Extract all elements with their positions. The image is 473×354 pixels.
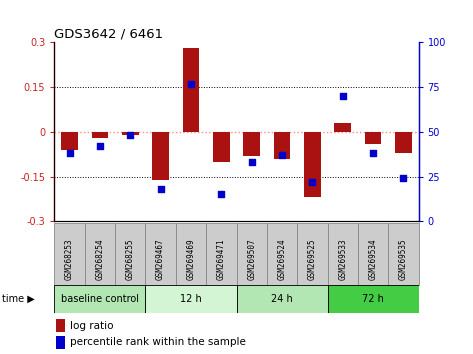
Bar bbox=[122, 132, 139, 135]
Bar bbox=[243, 132, 260, 156]
Text: GSM268255: GSM268255 bbox=[126, 238, 135, 280]
Bar bbox=[388, 223, 419, 285]
Bar bbox=[267, 223, 297, 285]
Bar bbox=[146, 285, 236, 313]
Text: GSM268254: GSM268254 bbox=[96, 238, 105, 280]
Text: GSM269467: GSM269467 bbox=[156, 238, 165, 280]
Text: GSM269535: GSM269535 bbox=[399, 238, 408, 280]
Point bbox=[339, 93, 347, 99]
Point bbox=[157, 186, 165, 192]
Bar bbox=[206, 223, 236, 285]
Bar bbox=[56, 336, 65, 349]
Bar bbox=[297, 223, 327, 285]
Point bbox=[126, 133, 134, 138]
Text: GSM269524: GSM269524 bbox=[278, 238, 287, 280]
Bar bbox=[92, 132, 108, 138]
Bar bbox=[176, 223, 206, 285]
Text: GSM269469: GSM269469 bbox=[186, 238, 195, 280]
Text: GSM268253: GSM268253 bbox=[65, 238, 74, 280]
Bar bbox=[327, 285, 419, 313]
Text: baseline control: baseline control bbox=[61, 294, 139, 304]
Point bbox=[248, 159, 255, 165]
Bar bbox=[145, 223, 176, 285]
Point bbox=[369, 150, 377, 156]
Bar bbox=[365, 132, 381, 144]
Bar bbox=[54, 285, 146, 313]
Bar bbox=[213, 132, 230, 162]
Bar bbox=[152, 132, 169, 179]
Bar bbox=[54, 223, 85, 285]
Point bbox=[400, 176, 407, 181]
Point bbox=[66, 150, 73, 156]
Bar bbox=[236, 223, 267, 285]
Text: GSM269507: GSM269507 bbox=[247, 238, 256, 280]
Text: GSM269471: GSM269471 bbox=[217, 238, 226, 280]
Point bbox=[187, 81, 195, 86]
Bar bbox=[395, 132, 412, 153]
Bar bbox=[56, 319, 65, 332]
Text: 72 h: 72 h bbox=[362, 294, 384, 304]
Bar bbox=[274, 132, 290, 159]
Text: log ratio: log ratio bbox=[70, 321, 113, 331]
Bar bbox=[327, 223, 358, 285]
Bar bbox=[236, 285, 327, 313]
Text: percentile rank within the sample: percentile rank within the sample bbox=[70, 337, 245, 347]
Bar bbox=[61, 132, 78, 150]
Point bbox=[308, 179, 316, 185]
Text: GSM269533: GSM269533 bbox=[338, 238, 347, 280]
Text: GDS3642 / 6461: GDS3642 / 6461 bbox=[54, 28, 164, 41]
Text: GSM269525: GSM269525 bbox=[308, 238, 317, 280]
Point bbox=[218, 192, 225, 197]
Point bbox=[278, 152, 286, 158]
Text: 24 h: 24 h bbox=[271, 294, 293, 304]
Bar bbox=[304, 132, 321, 198]
Bar bbox=[85, 223, 115, 285]
Point bbox=[96, 143, 104, 149]
Text: 12 h: 12 h bbox=[180, 294, 202, 304]
Text: time ▶: time ▶ bbox=[2, 294, 35, 304]
Bar bbox=[183, 48, 199, 132]
Bar bbox=[334, 123, 351, 132]
Text: GSM269534: GSM269534 bbox=[368, 238, 377, 280]
Bar bbox=[358, 223, 388, 285]
Bar bbox=[115, 223, 146, 285]
